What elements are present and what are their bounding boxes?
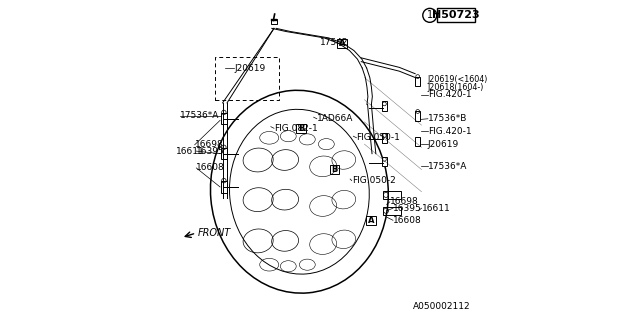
Text: B: B [298, 124, 304, 133]
Bar [382, 133, 387, 142]
Bar [436, 8, 475, 22]
Bar [415, 76, 420, 86]
Bar [383, 191, 401, 199]
Bar [382, 157, 387, 166]
Bar [271, 19, 277, 24]
Text: FRONT: FRONT [198, 228, 231, 238]
Text: J20619: J20619 [234, 63, 266, 73]
Text: FIG.082-1: FIG.082-1 [274, 124, 317, 133]
Text: FIG.420-1: FIG.420-1 [428, 91, 472, 100]
Bar [382, 101, 387, 111]
Text: 16611: 16611 [422, 204, 451, 213]
Bar [415, 111, 420, 121]
Text: 16698: 16698 [390, 197, 419, 206]
Bar [221, 113, 227, 124]
Text: A050002112: A050002112 [413, 302, 470, 311]
Text: B: B [331, 165, 337, 174]
Bar [337, 38, 347, 48]
Text: H50723: H50723 [432, 10, 479, 20]
Text: 17536*A: 17536*A [180, 111, 220, 120]
Bar [366, 215, 376, 225]
Bar [221, 148, 227, 159]
Bar [221, 181, 227, 193]
Bar [330, 165, 339, 174]
Text: 1: 1 [427, 10, 433, 20]
Text: J20619(<1604): J20619(<1604) [428, 75, 488, 84]
Text: J20619: J20619 [428, 140, 459, 148]
Text: 16608: 16608 [196, 164, 225, 172]
Text: 17542: 17542 [320, 38, 349, 47]
Text: 17536*A: 17536*A [428, 162, 467, 171]
Text: A: A [367, 216, 374, 225]
Text: 17536*B: 17536*B [428, 114, 467, 123]
Text: FIG.050-2: FIG.050-2 [352, 176, 396, 185]
Text: 16608: 16608 [393, 216, 422, 225]
Text: FIG.050-1: FIG.050-1 [356, 133, 401, 142]
Text: 1AD66A: 1AD66A [317, 114, 353, 123]
Text: J20618(1604-): J20618(1604-) [428, 83, 484, 92]
Bar [415, 137, 420, 146]
Bar [383, 207, 401, 215]
Text: 16395: 16395 [393, 204, 422, 213]
Text: A: A [339, 39, 346, 48]
Bar [296, 124, 306, 133]
Text: 16395: 16395 [196, 147, 225, 156]
Text: FIG.420-1: FIG.420-1 [428, 127, 472, 136]
Text: 16698: 16698 [195, 140, 223, 149]
Text: 16611: 16611 [175, 147, 204, 156]
